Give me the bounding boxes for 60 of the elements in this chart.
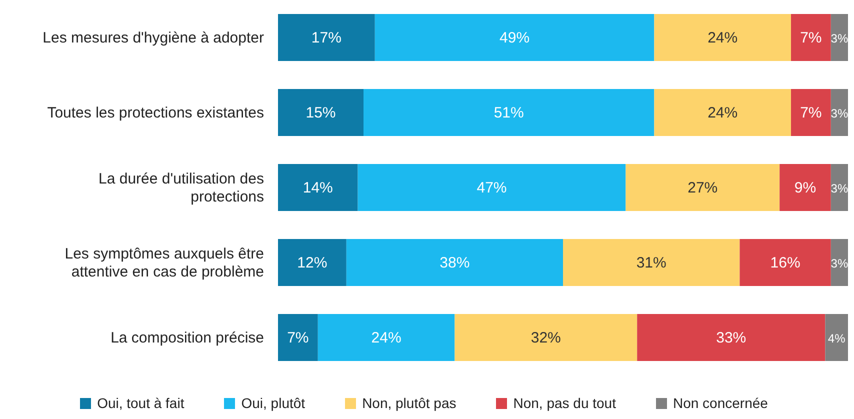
data-label: 49% (500, 30, 530, 46)
legend-label: Oui, plutôt (240, 395, 306, 411)
legend-label: Non concernée (672, 395, 768, 411)
legend-label: Non, pas du tout (512, 395, 616, 411)
bar (454, 314, 638, 361)
y-tick-label: Toutes les protections existantes (47, 104, 264, 122)
data-label: 7% (287, 330, 309, 346)
data-label: 3% (830, 106, 848, 120)
data-label: 4% (828, 332, 846, 346)
data-label: 17% (311, 30, 342, 46)
bar (278, 89, 364, 136)
data-label: 32% (530, 330, 561, 346)
bar (791, 89, 831, 136)
data-label: 15% (306, 104, 336, 122)
data-label: 14% (302, 180, 333, 196)
y-tick-label: Les symptômes auxquels être attentive en cas de problème (64, 246, 264, 280)
bar (791, 14, 831, 61)
data-label: 16% (770, 254, 800, 272)
data-label: 38% (440, 254, 470, 272)
bar (626, 164, 780, 211)
bar (830, 89, 848, 136)
bar (830, 239, 848, 286)
y-tick-label: La durée d'utilisation des protections (98, 170, 264, 206)
bar (563, 239, 740, 286)
data-label: 31% (636, 254, 666, 272)
bar (278, 164, 358, 211)
data-label: 3% (830, 256, 848, 270)
data-label: 7% (800, 104, 822, 122)
bar (825, 314, 848, 361)
bar (830, 14, 848, 61)
legend-label: Non, plutôt pas (361, 395, 456, 411)
data-label: 27% (688, 180, 718, 196)
bar (780, 164, 831, 211)
data-label: 51% (494, 104, 524, 122)
bar (358, 164, 626, 211)
data-label: 3% (830, 32, 848, 46)
bar (654, 89, 791, 136)
data-label: 24% (708, 30, 738, 46)
data-label: 24% (708, 104, 738, 122)
bar (654, 14, 791, 61)
bar (318, 314, 455, 361)
data-label: 12% (297, 254, 328, 272)
data-label: 9% (794, 180, 816, 196)
bar (364, 89, 654, 136)
bar (374, 14, 654, 61)
data-label: 3% (830, 182, 848, 196)
data-label: 7% (800, 30, 822, 46)
bar (830, 164, 848, 211)
y-tick-label: La composition précise (110, 330, 264, 346)
bar (278, 239, 346, 286)
bar (637, 314, 826, 361)
bar (740, 239, 831, 286)
data-label: 47% (476, 180, 507, 196)
bar (278, 314, 318, 361)
legend-label: Oui, tout à fait (96, 395, 184, 411)
bar (278, 14, 375, 61)
data-label: 33% (716, 330, 746, 346)
bar (346, 239, 563, 286)
data-label: 24% (371, 330, 402, 346)
y-tick-label: Les mesures d'hygiène à adopter (42, 30, 264, 46)
